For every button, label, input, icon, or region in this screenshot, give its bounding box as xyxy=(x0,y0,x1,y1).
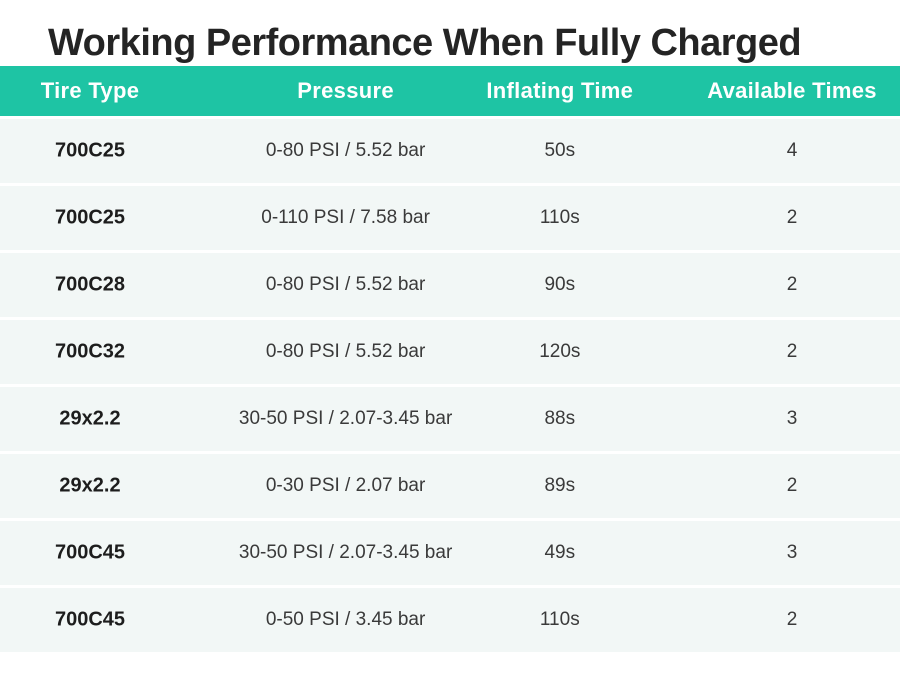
column-header-available-times: Available Times xyxy=(707,78,877,103)
cell-tire-type: 700C25 xyxy=(54,139,126,162)
cell-pressure: 30-50 PSI / 2.07-3.45 bar xyxy=(238,408,453,429)
cell-tire-type: 700C32 xyxy=(54,340,126,363)
cell-pressure: 0-30 PSI / 2.07 bar xyxy=(265,475,426,496)
cell-tire-type: 29x2.2 xyxy=(59,474,121,497)
cell-pressure: 0-80 PSI / 5.52 bar xyxy=(265,341,426,362)
table-header-row: Tire Type Pressure Inflating Time Availa… xyxy=(0,66,900,116)
cell-pressure: 0-80 PSI / 5.52 bar xyxy=(265,274,426,295)
table-row: 700C45 0-50 PSI / 3.45 bar 110s 2 xyxy=(0,588,900,652)
cell-tire-type: 700C45 xyxy=(54,608,126,631)
table-row: 700C25 0-110 PSI / 7.58 bar 110s 2 xyxy=(0,186,900,250)
cell-available-times: 2 xyxy=(786,609,798,630)
cell-tire-type: 700C45 xyxy=(54,541,126,564)
cell-tire-type: 700C28 xyxy=(54,273,126,296)
cell-available-times: 4 xyxy=(786,140,798,161)
table-row: 29x2.2 30-50 PSI / 2.07-3.45 bar 88s 3 xyxy=(0,387,900,451)
cell-tire-type: 29x2.2 xyxy=(59,407,121,430)
table-row: 700C45 30-50 PSI / 2.07-3.45 bar 49s 3 xyxy=(0,521,900,585)
table-row: 29x2.2 0-30 PSI / 2.07 bar 89s 2 xyxy=(0,454,900,518)
cell-pressure: 0-50 PSI / 3.45 bar xyxy=(265,609,426,630)
cell-inflating-time: 89s xyxy=(544,475,576,496)
cell-pressure: 0-110 PSI / 7.58 bar xyxy=(261,207,430,228)
cell-available-times: 2 xyxy=(786,274,798,295)
cell-inflating-time: 110s xyxy=(539,609,580,630)
table-row: 700C25 0-80 PSI / 5.52 bar 50s 4 xyxy=(0,119,900,183)
table-row: 700C32 0-80 PSI / 5.52 bar 120s 2 xyxy=(0,320,900,384)
page-title: Working Performance When Fully Charged xyxy=(48,22,802,64)
cell-inflating-time: 110s xyxy=(539,207,580,228)
column-header-inflating-time: Inflating Time xyxy=(486,78,634,103)
column-header-pressure: Pressure xyxy=(297,78,394,103)
column-header-tire-type: Tire Type xyxy=(40,78,140,103)
cell-inflating-time: 90s xyxy=(544,274,576,295)
cell-inflating-time: 120s xyxy=(539,341,581,362)
cell-available-times: 3 xyxy=(786,542,798,563)
cell-available-times: 2 xyxy=(786,475,798,496)
table-row: 700C28 0-80 PSI / 5.52 bar 90s 2 xyxy=(0,253,900,317)
cell-inflating-time: 50s xyxy=(544,140,576,161)
cell-inflating-time: 88s xyxy=(544,408,576,429)
cell-pressure: 30-50 PSI / 2.07-3.45 bar xyxy=(238,542,453,563)
cell-available-times: 2 xyxy=(786,207,798,228)
cell-available-times: 2 xyxy=(786,341,798,362)
cell-inflating-time: 49s xyxy=(544,542,576,563)
cell-pressure: 0-80 PSI / 5.52 bar xyxy=(265,140,426,161)
table-body: 700C25 0-80 PSI / 5.52 bar 50s 4 700C25 … xyxy=(0,119,900,652)
cell-available-times: 3 xyxy=(786,408,798,429)
cell-tire-type: 700C25 xyxy=(54,206,126,229)
